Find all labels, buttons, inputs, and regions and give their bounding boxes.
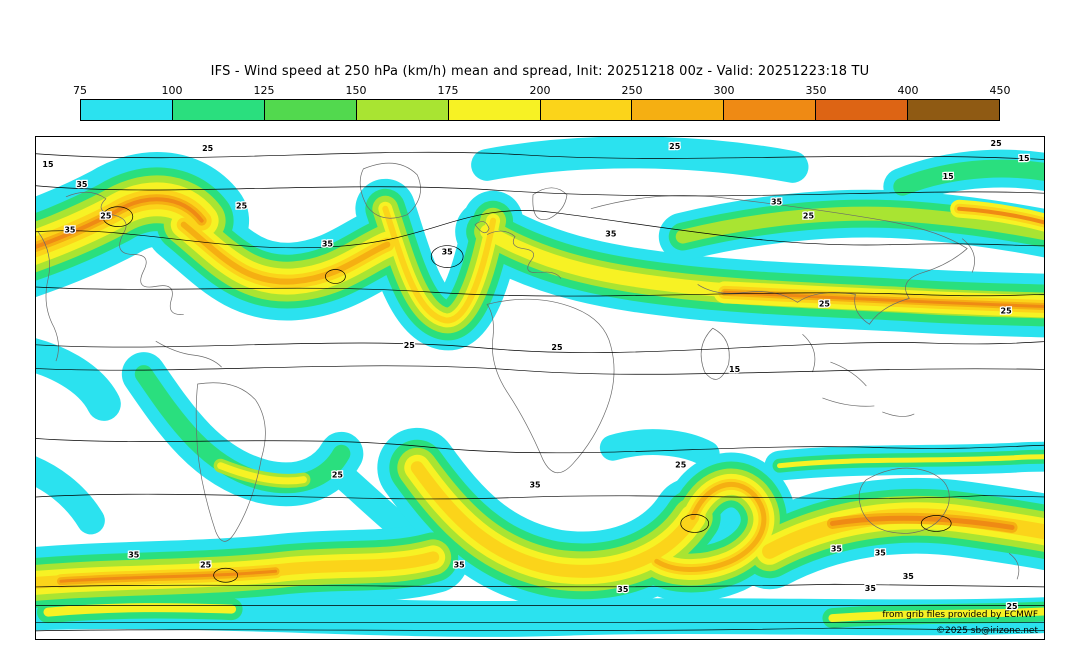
- colorbar-tick-label: 125: [253, 84, 275, 97]
- colorbar-segment: [356, 100, 449, 120]
- contour-label: 15: [1018, 154, 1029, 163]
- colorbar-tick-label: 450: [989, 84, 1011, 97]
- colorbar-tick-label: 400: [897, 84, 919, 97]
- contour-label: 35: [831, 544, 842, 553]
- contour-label: 15: [42, 160, 53, 169]
- contour-label: 35: [442, 248, 453, 257]
- contour-label: 25: [332, 471, 343, 480]
- contour-label: 35: [771, 198, 782, 207]
- colorbar-tick-label: 150: [345, 84, 367, 97]
- contour-label: 25: [236, 202, 247, 211]
- contour-labels: 15 25 25 25 15 35 35 25 25 35 35 25 35 35 25 25 25 15 25 25…: [41, 138, 1031, 613]
- contour-label: 25: [1001, 306, 1012, 315]
- contour-label: 15: [729, 365, 740, 374]
- contour-label: 35: [76, 180, 87, 189]
- contour-label: 35: [875, 548, 886, 557]
- contour-label: 25: [404, 341, 415, 350]
- contour-label: 35: [605, 230, 616, 239]
- map-panel: 15 25 25 25 15 35 35 25 25 35 35 25 35 35 25 25 25 15 25 25…: [35, 136, 1045, 640]
- chart-title: IFS - Wind speed at 250 hPa (km/h) mean …: [210, 64, 870, 79]
- colorbar-tick-label: 75: [73, 84, 87, 97]
- credit-copyright: ©2025 sb@irizone.net: [936, 626, 1038, 636]
- coastlines: [37, 162, 1020, 580]
- colorbar-ticks: 75 100 125 150 175 200 250 300 350 400 450: [73, 84, 1011, 97]
- contour-label: 25: [1007, 602, 1018, 611]
- colorbar-segment: [816, 100, 909, 120]
- contour-label: 25: [202, 144, 213, 153]
- contour-label: 25: [551, 343, 562, 352]
- contour-label: 25: [991, 139, 1002, 148]
- colorbar-segments: [80, 99, 1000, 121]
- contour-label: 25: [803, 212, 814, 221]
- colorbar-segment: [172, 100, 265, 120]
- contour-label: 35: [454, 560, 465, 569]
- colorbar-tick-label: 300: [713, 84, 735, 97]
- colorbar-tick-label: 175: [437, 84, 459, 97]
- spread-contour-lines: [36, 151, 1044, 632]
- colorbar-segment: [724, 100, 817, 120]
- contour-label: 25: [819, 299, 830, 308]
- contour-label: 15: [943, 172, 954, 181]
- contour-label: 35: [903, 572, 914, 581]
- contour-label: 35: [322, 240, 333, 249]
- colorbar-tick-label: 200: [529, 84, 551, 97]
- world-map: 15 25 25 25 15 35 35 25 25 35 35 25 35 35 25 25 25 15 25 25…: [36, 137, 1044, 639]
- contour-label: 35: [529, 481, 540, 490]
- contour-label: 35: [865, 584, 876, 593]
- colorbar-segment: [81, 100, 173, 120]
- contour-label: 35: [617, 585, 628, 594]
- colorbar-tick-label: 250: [621, 84, 643, 97]
- contour-label: 35: [128, 550, 139, 559]
- colorbar-segment: [540, 100, 633, 120]
- colorbar-segment: [908, 100, 1000, 120]
- contour-label: 25: [669, 142, 680, 151]
- contour-label: 25: [675, 461, 686, 470]
- contour-label: 35: [64, 226, 75, 235]
- colorbar-segment: [264, 100, 357, 120]
- contour-label: 25: [200, 560, 211, 569]
- colorbar-segment: [632, 100, 725, 120]
- contour-label: 25: [100, 212, 111, 221]
- colorbar-tick-label: 100: [161, 84, 183, 97]
- colorbar-tick-label: 350: [805, 84, 827, 97]
- colorbar-segment: [448, 100, 541, 120]
- credit-grib-source: from grib files provided by ECMWF: [882, 610, 1038, 620]
